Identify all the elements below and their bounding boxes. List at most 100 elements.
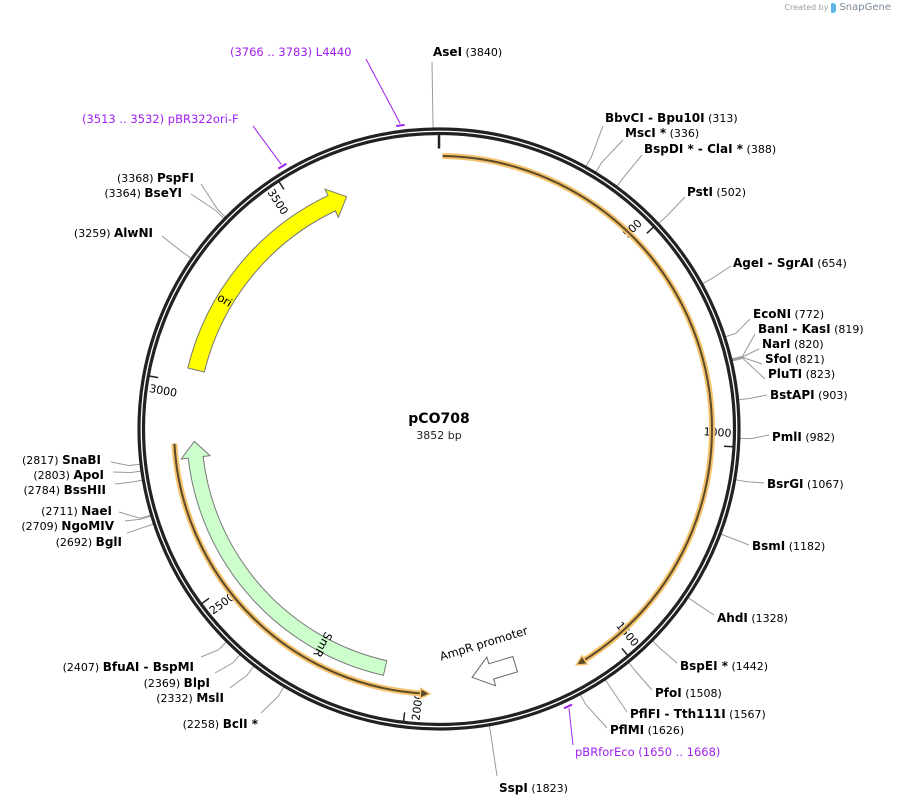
enzyme-name: PflFI - Tth111I [630, 707, 726, 721]
enzyme-position: (2407) [63, 661, 103, 674]
enzyme-position: (654) [814, 257, 847, 270]
enzyme-leader-line [229, 666, 255, 689]
enzyme-name: AhdI [717, 611, 748, 625]
enzyme-label-bani[interactable]: BanI - KasI (819) [758, 322, 864, 336]
enzyme-position: (1823) [528, 782, 568, 795]
enzyme-leader-line [739, 434, 770, 440]
enzyme-leader-line [580, 694, 608, 729]
enzyme-label-econi[interactable]: EcoNI (772) [753, 307, 824, 321]
enzyme-label-pspfi[interactable]: (3368) PspFI [117, 171, 194, 185]
ampr-promoter-label: AmpR promoter [438, 623, 530, 663]
enzyme-position: (2692) [56, 536, 96, 549]
primer-label-pbrforeco[interactable]: pBRforEco (1650 .. 1668) [575, 745, 720, 759]
primer-leader-line [365, 58, 401, 124]
tick-mark [402, 712, 406, 722]
enzyme-leader-line [114, 479, 143, 485]
enzyme-label-sspi[interactable]: SspI (1823) [499, 781, 568, 795]
snapgene-credit: Created by SnapGene [784, 2, 891, 13]
plasmid-backbone [137, 127, 741, 731]
enzyme-name: BsmI [752, 539, 785, 553]
tick-mark [149, 375, 159, 379]
enzyme-leader-line [200, 183, 226, 218]
enzyme-label-naei[interactable]: (2711) NaeI [41, 504, 112, 518]
enzyme-label-psti[interactable]: PstI (502) [687, 185, 746, 199]
enzyme-label-snabi[interactable]: (2817) SnaBI [22, 453, 101, 467]
promoter-arrow-shape [471, 655, 519, 687]
primer-label-pbr322ori-f[interactable]: (3513 .. 3532) pBR322ori-F [82, 112, 239, 126]
primer-leader-line [568, 708, 574, 746]
enzyme-label-bstapi[interactable]: BstAPI (903) [770, 388, 848, 402]
enzyme-label-alwni[interactable]: (3259) AlwNI [74, 226, 153, 240]
enzyme-name: AseI [433, 45, 462, 59]
primers: (3766 .. 3783) L4440 (3513 .. 3532) pBR32… [82, 45, 720, 759]
enzyme-name: AlwNI [114, 226, 153, 240]
enzyme-label-nari[interactable]: NarI (820) [762, 337, 824, 351]
enzyme-label-apoi[interactable]: (2803) ApoI [33, 468, 104, 482]
primer-mark [396, 123, 405, 127]
enzyme-name: BglI [96, 535, 122, 549]
enzyme-name: PspFI [157, 171, 194, 185]
enzyme-label-sfoi[interactable]: SfoI (821) [765, 352, 825, 366]
enzyme-name: BspDI * - ClaI * [644, 142, 744, 156]
enzyme-name: PflMI [610, 723, 644, 737]
enzyme-position: (2258) [183, 718, 223, 731]
backbone-outer-strand [137, 127, 741, 731]
orange-cds-forward-arrowhead [574, 654, 589, 666]
enzyme-label-bspei[interactable]: BspEI * (1442) [680, 659, 768, 673]
enzyme-label-bgli[interactable]: (2692) BglI [56, 535, 122, 549]
enzyme-label-bsshii[interactable]: (2784) BssHII [24, 483, 106, 497]
enzyme-label-pflmi[interactable]: PflMI (1626) [610, 723, 684, 737]
enzyme-label-bseyi[interactable]: (3364) BseYI [104, 186, 182, 200]
enzyme-position: (2711) [41, 505, 81, 518]
tick-label: 3000 [148, 382, 178, 400]
enzyme-label-bsmi[interactable]: BsmI (1182) [752, 539, 825, 553]
enzyme-label-asei[interactable]: AseI (3840) [433, 45, 502, 59]
enzyme-label-ahdi[interactable]: AhdI (1328) [717, 611, 788, 625]
enzyme-name: BsrGI [767, 477, 804, 491]
enzyme-label-blpi[interactable]: (2369) BlpI [144, 676, 210, 690]
enzyme-position: (2369) [144, 677, 184, 690]
enzyme-label-pflfi[interactable]: PflFI - Tth111I (1567) [630, 707, 766, 721]
enzyme-label-msli[interactable]: (2332) MslI [156, 691, 224, 705]
orange-cds-reverse-line [173, 443, 427, 695]
enzyme-label-bsrgi[interactable]: BsrGI (1067) [767, 477, 844, 491]
primer-label-l4440[interactable]: (3766 .. 3783) L4440 [230, 45, 351, 59]
enzyme-leader-line [214, 654, 241, 674]
primer-mark [563, 703, 573, 710]
enzyme-label-pfoi[interactable]: PfoI (1508) [655, 686, 722, 700]
enzyme-name: BspEI * [680, 659, 729, 673]
tick-mark [723, 445, 734, 448]
enzyme-leader-line [720, 533, 750, 546]
enzyme-label-msci[interactable]: MscI * (336) [625, 126, 699, 140]
enzyme-label-bspdi[interactable]: BspDI * - ClaI * (388) [644, 142, 776, 156]
enzyme-leader-line [731, 356, 763, 365]
enzyme-label-pluti[interactable]: PluTI (823) [768, 367, 835, 381]
enzyme-leader-line [126, 523, 154, 534]
enzyme-position: (821) [792, 353, 825, 366]
enzyme-label-ngomiv[interactable]: (2709) NgoMIV [21, 519, 114, 533]
enzyme-name: BclI * [223, 717, 259, 731]
enzyme-name: NarI [762, 337, 791, 351]
backbone-inner-strand [141, 131, 737, 727]
enzyme-leader-line [585, 125, 604, 167]
enzyme-leader-lines [110, 61, 770, 777]
enzyme-label-bfuai[interactable]: (2407) BfuAI - BspMI [63, 660, 194, 674]
enzyme-label-bbvci[interactable]: BbvCI - Bpu10I (313) [605, 111, 738, 125]
enzyme-label-bcli[interactable]: (2258) BclI * [183, 717, 259, 731]
enzyme-label-pmli[interactable]: PmlI (982) [772, 430, 835, 444]
enzyme-position: (1626) [644, 724, 684, 737]
enzyme-labels: AseI (3840) BbvCI - Bpu10I (313)MscI * (3… [21, 45, 863, 795]
enzyme-position: (313) [705, 112, 738, 125]
enzyme-position: (336) [666, 127, 699, 140]
enzyme-leader-line [604, 679, 628, 713]
tick-label: 1000 [703, 425, 732, 440]
enzyme-name: AgeI - SgrAI [733, 256, 814, 270]
enzyme-leader-line [658, 196, 686, 224]
enzyme-name: SspI [499, 781, 528, 795]
orange-cds-forward-line [442, 155, 713, 665]
enzyme-label-agei[interactable]: AgeI - SgrAI (654) [733, 256, 847, 270]
enzyme-leader-line [735, 479, 765, 484]
credit-brand: SnapGene [839, 2, 891, 13]
tick-mark [646, 226, 654, 234]
